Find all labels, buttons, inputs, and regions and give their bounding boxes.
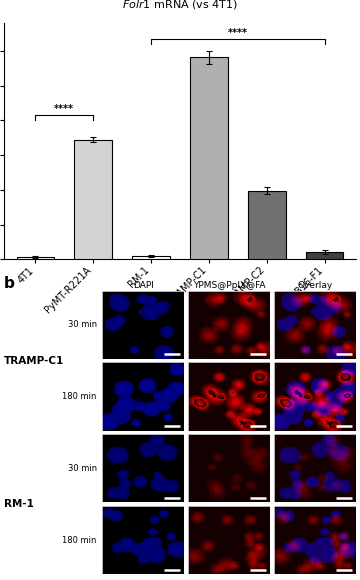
Title: YPMS@PpIX@FA: YPMS@PpIX@FA xyxy=(193,281,266,290)
Bar xyxy=(17,257,54,259)
Text: TRAMP-C1: TRAMP-C1 xyxy=(4,356,64,366)
Title: DAPI: DAPI xyxy=(133,281,154,290)
Bar xyxy=(248,191,285,259)
Text: RM-1: RM-1 xyxy=(4,499,33,509)
Text: ****: **** xyxy=(228,28,248,38)
Bar xyxy=(75,140,112,259)
Bar xyxy=(132,256,170,259)
Title: Overlay: Overlay xyxy=(298,281,333,290)
Y-axis label: 180 min: 180 min xyxy=(62,392,97,401)
Bar xyxy=(190,57,228,259)
Y-axis label: 30 min: 30 min xyxy=(68,464,97,473)
Y-axis label: 30 min: 30 min xyxy=(68,320,97,329)
Text: ****: **** xyxy=(54,104,74,114)
Text: b: b xyxy=(4,276,14,291)
Y-axis label: 180 min: 180 min xyxy=(62,535,97,545)
Bar xyxy=(306,252,343,259)
Text: $\it{Folr1}$ mRNA (vs 4T1): $\it{Folr1}$ mRNA (vs 4T1) xyxy=(122,0,238,12)
